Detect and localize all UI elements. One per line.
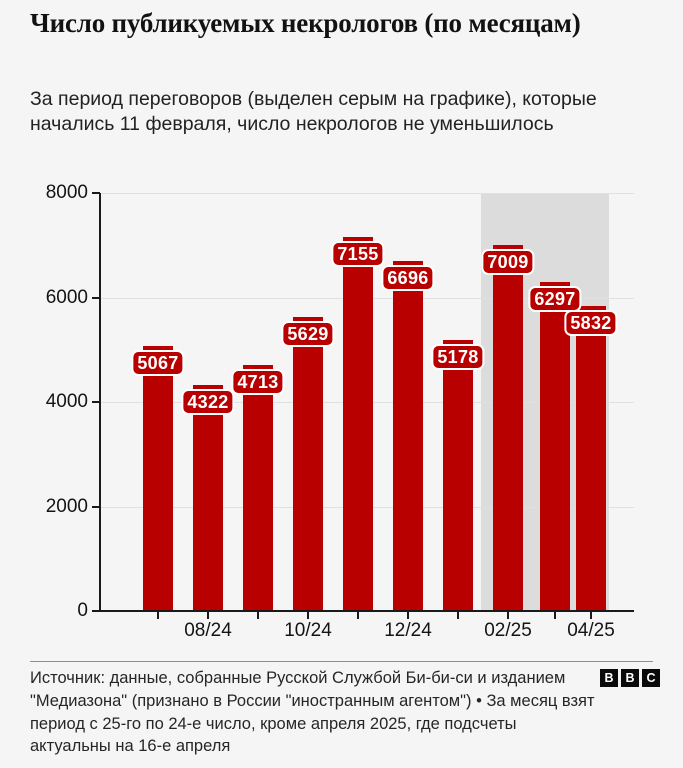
y-axis-label-8000: 8000 (45, 182, 88, 203)
bar-value-label-4322: 4322 (181, 389, 235, 415)
x-tick-8 (554, 612, 556, 619)
chart-title: Число публикуемых некрологов (по месяцам… (30, 8, 581, 38)
y-axis-label-2000: 2000 (45, 496, 88, 517)
bar-value-label-5629: 5629 (281, 321, 335, 347)
bar-6297 (540, 282, 570, 611)
bar-5067 (143, 346, 173, 611)
y-axis-line (99, 193, 101, 612)
bar-value-label-4713: 4713 (231, 369, 285, 395)
bbc-logo-block-c: C (642, 669, 660, 687)
x-tick-3 (307, 612, 309, 619)
bbc-logo-block-b2: B (621, 669, 639, 687)
bar-5178 (443, 340, 473, 611)
bar-value-label-7155: 7155 (331, 241, 385, 267)
y-axis-label-6000: 6000 (45, 287, 88, 308)
y-tick-2000 (92, 506, 100, 508)
x-tick-2 (257, 612, 259, 619)
x-axis-label-08/24: 08/24 (184, 620, 232, 641)
x-axis-label-04/25: 04/25 (567, 620, 615, 641)
x-tick-9 (590, 612, 592, 619)
bar-6696 (393, 261, 423, 611)
bar-4713 (243, 365, 273, 611)
bar-5832 (576, 306, 606, 611)
bar-value-label-6696: 6696 (381, 265, 435, 291)
y-axis-label-0: 0 (77, 600, 88, 621)
bar-value-label-6297: 6297 (528, 286, 582, 312)
chart-subtitle: За период переговоров (выделен серым на … (30, 88, 597, 136)
y-tick-8000 (92, 192, 100, 194)
bar-value-label-5178: 5178 (431, 344, 485, 370)
y-tick-4000 (92, 401, 100, 403)
x-tick-6 (457, 612, 459, 619)
x-tick-4 (357, 612, 359, 619)
x-axis-label-10/24: 10/24 (284, 620, 332, 641)
bar-7155 (343, 237, 373, 611)
source-note: Источник: данные, собранные Русской Служ… (30, 669, 595, 756)
x-tick-0 (157, 612, 159, 619)
x-tick-5 (407, 612, 409, 619)
y-tick-0 (92, 610, 100, 612)
bar-value-label-7009: 7009 (481, 249, 535, 275)
bbc-logo: B B C (600, 669, 660, 687)
bar-5629 (293, 317, 323, 611)
x-tick-1 (207, 612, 209, 619)
bar-7009 (493, 245, 523, 611)
y-axis-label-4000: 4000 (45, 391, 88, 412)
x-axis-label-02/25: 02/25 (484, 620, 532, 641)
bar-value-label-5067: 5067 (131, 350, 185, 376)
bbc-logo-block-b1: B (600, 669, 618, 687)
x-axis-line (99, 610, 634, 612)
footer-divider (30, 661, 653, 662)
x-tick-7 (507, 612, 509, 619)
bar-value-label-5832: 5832 (564, 310, 618, 336)
gridline-8000 (101, 193, 634, 194)
bar-4322 (193, 385, 223, 611)
x-axis-label-12/24: 12/24 (384, 620, 432, 641)
y-tick-6000 (92, 297, 100, 299)
